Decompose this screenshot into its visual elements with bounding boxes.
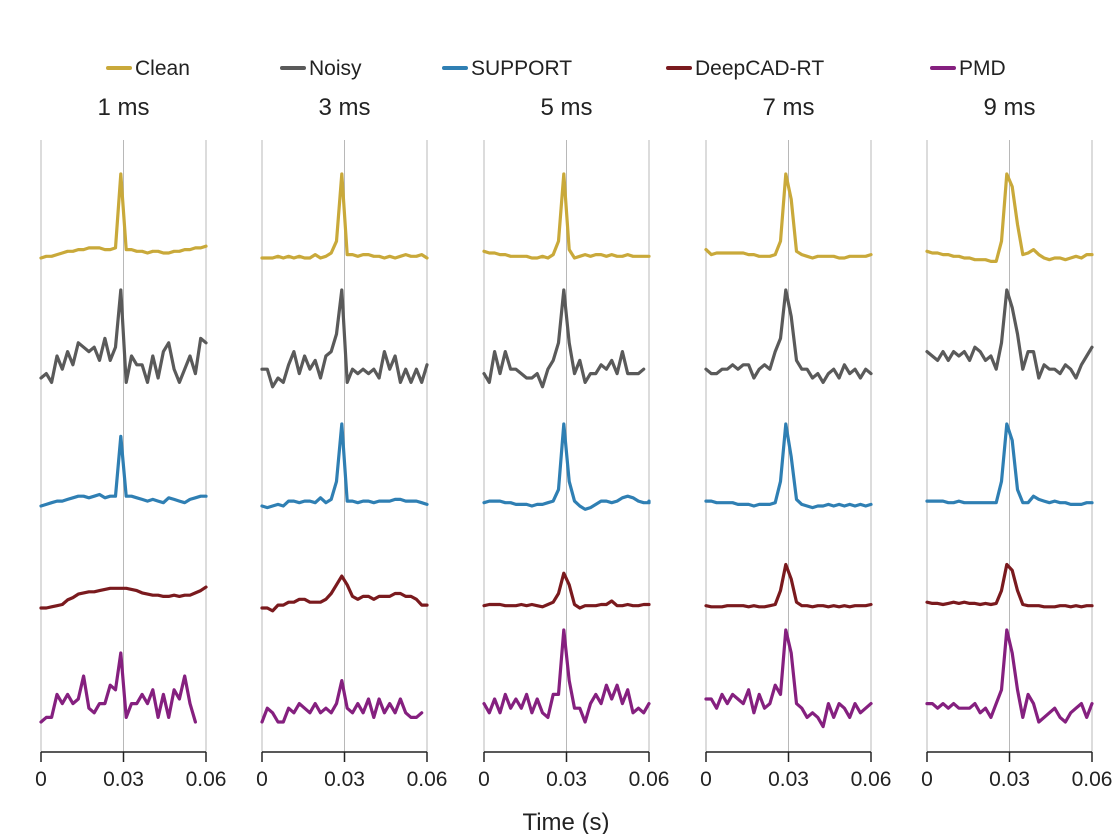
x-tick-label: 0.03 (546, 768, 587, 791)
panel-title: 9 ms (983, 94, 1035, 121)
trace-noisy (39, 288, 208, 384)
x-tick-label: 0.06 (851, 768, 892, 791)
trace-support (925, 422, 1094, 506)
panel-title: 7 ms (762, 94, 814, 121)
x-tick-label: 0.03 (103, 768, 144, 791)
trace-deepcad-rt (925, 562, 1094, 609)
x-tick-label: 0.06 (407, 768, 448, 791)
legend-label-pmd: PMD (959, 57, 1006, 80)
x-axis-label: Time (s) (522, 809, 609, 834)
x-tick-label: 0.06 (186, 768, 227, 791)
x-tick-label: 0 (35, 768, 47, 791)
panel-2: 0 0.03 0.06 3 ms (256, 94, 447, 791)
x-tick-label: 0 (700, 768, 712, 791)
panel-3: 0 0.03 0.06 5 ms (478, 94, 669, 791)
trace-clean (482, 172, 651, 260)
trace-deepcad-rt (39, 585, 208, 610)
x-tick-label: 0.03 (989, 768, 1030, 791)
trace-deepcad-rt (482, 571, 651, 610)
trace-support (704, 422, 873, 510)
legend-label-clean: Clean (135, 57, 190, 80)
x-tick-label: 0 (256, 768, 268, 791)
trace-noisy (482, 288, 646, 389)
trace-support (482, 422, 651, 511)
x-tick-label: 0.06 (629, 768, 670, 791)
x-tick-label: 0 (478, 768, 490, 791)
panel-title: 3 ms (318, 94, 370, 121)
trace-pmd (925, 628, 1094, 724)
trace-support (39, 434, 208, 508)
panel-title: 5 ms (540, 94, 592, 121)
trace-deepcad-rt (704, 562, 873, 609)
x-tick-label: 0.06 (1072, 768, 1113, 791)
legend-label-support: SUPPORT (471, 57, 572, 80)
panel-4: 0 0.03 0.06 7 ms (700, 94, 891, 791)
panel-title: 1 ms (97, 94, 149, 121)
trace-noisy (260, 288, 429, 389)
x-tick-label: 0.03 (768, 768, 809, 791)
trace-clean (39, 172, 208, 260)
legend: Clean Noisy SUPPORT DeepCAD-RT PMD (106, 57, 1006, 80)
trace-clean (260, 172, 429, 260)
trace-clean (704, 172, 873, 260)
trace-pmd (260, 678, 424, 724)
trace-pmd (482, 628, 651, 724)
panel-5: 0 0.03 0.06 9 ms (921, 94, 1112, 791)
x-tick-label: 0 (921, 768, 933, 791)
legend-label-deepcad-rt: DeepCAD-RT (695, 57, 824, 80)
trace-noisy (925, 288, 1094, 380)
trace-clean (925, 172, 1094, 263)
trace-pmd (704, 628, 873, 729)
trace-deepcad-rt (260, 574, 429, 613)
panels: 0 0.03 0.061 ms0 0.03 0.063 ms0 0.03 0.065 ms0… (35, 94, 1112, 791)
trace-support (260, 422, 429, 510)
trace-pmd (39, 651, 197, 724)
x-tick-label: 0.03 (324, 768, 365, 791)
legend-label-noisy: Noisy (309, 57, 362, 80)
trace-noisy (704, 288, 873, 384)
panel-1: 0 0.03 0.06 1 ms (35, 94, 226, 791)
